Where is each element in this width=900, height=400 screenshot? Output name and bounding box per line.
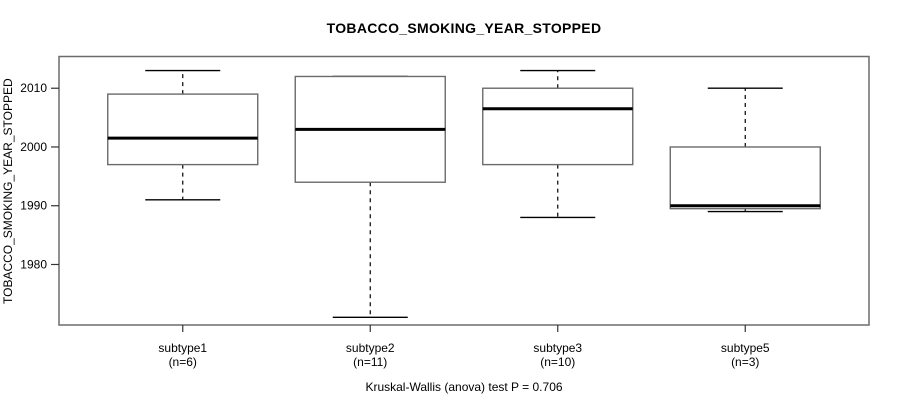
chart-title: TOBACCO_SMOKING_YEAR_STOPPED [326, 20, 602, 36]
y-tick-label: 2000 [20, 140, 47, 154]
group-count-label: (n=10) [540, 355, 575, 369]
iqr-box [482, 87, 634, 166]
group-label: subtype2 [346, 341, 395, 355]
group-count-label: (n=3) [731, 355, 759, 369]
group-label: subtype1 [158, 341, 207, 355]
y-tick-label: 1990 [20, 199, 47, 213]
iqr-box [669, 146, 821, 210]
y-tick-label: 1980 [20, 257, 47, 271]
group-count-label: (n=11) [353, 355, 387, 369]
y-axis-title: TOBACCO_SMOKING_YEAR_STOPPED [1, 78, 15, 304]
y-tick-label: 2010 [20, 81, 47, 95]
iqr-box [107, 93, 259, 166]
stat-test-caption: Kruskal-Wallis (anova) test P = 0.706 [365, 380, 563, 394]
group-count-label: (n=6) [169, 355, 197, 369]
plot-frame [58, 55, 870, 326]
group-label: subtype3 [533, 341, 582, 355]
group-label: subtype5 [721, 341, 770, 355]
